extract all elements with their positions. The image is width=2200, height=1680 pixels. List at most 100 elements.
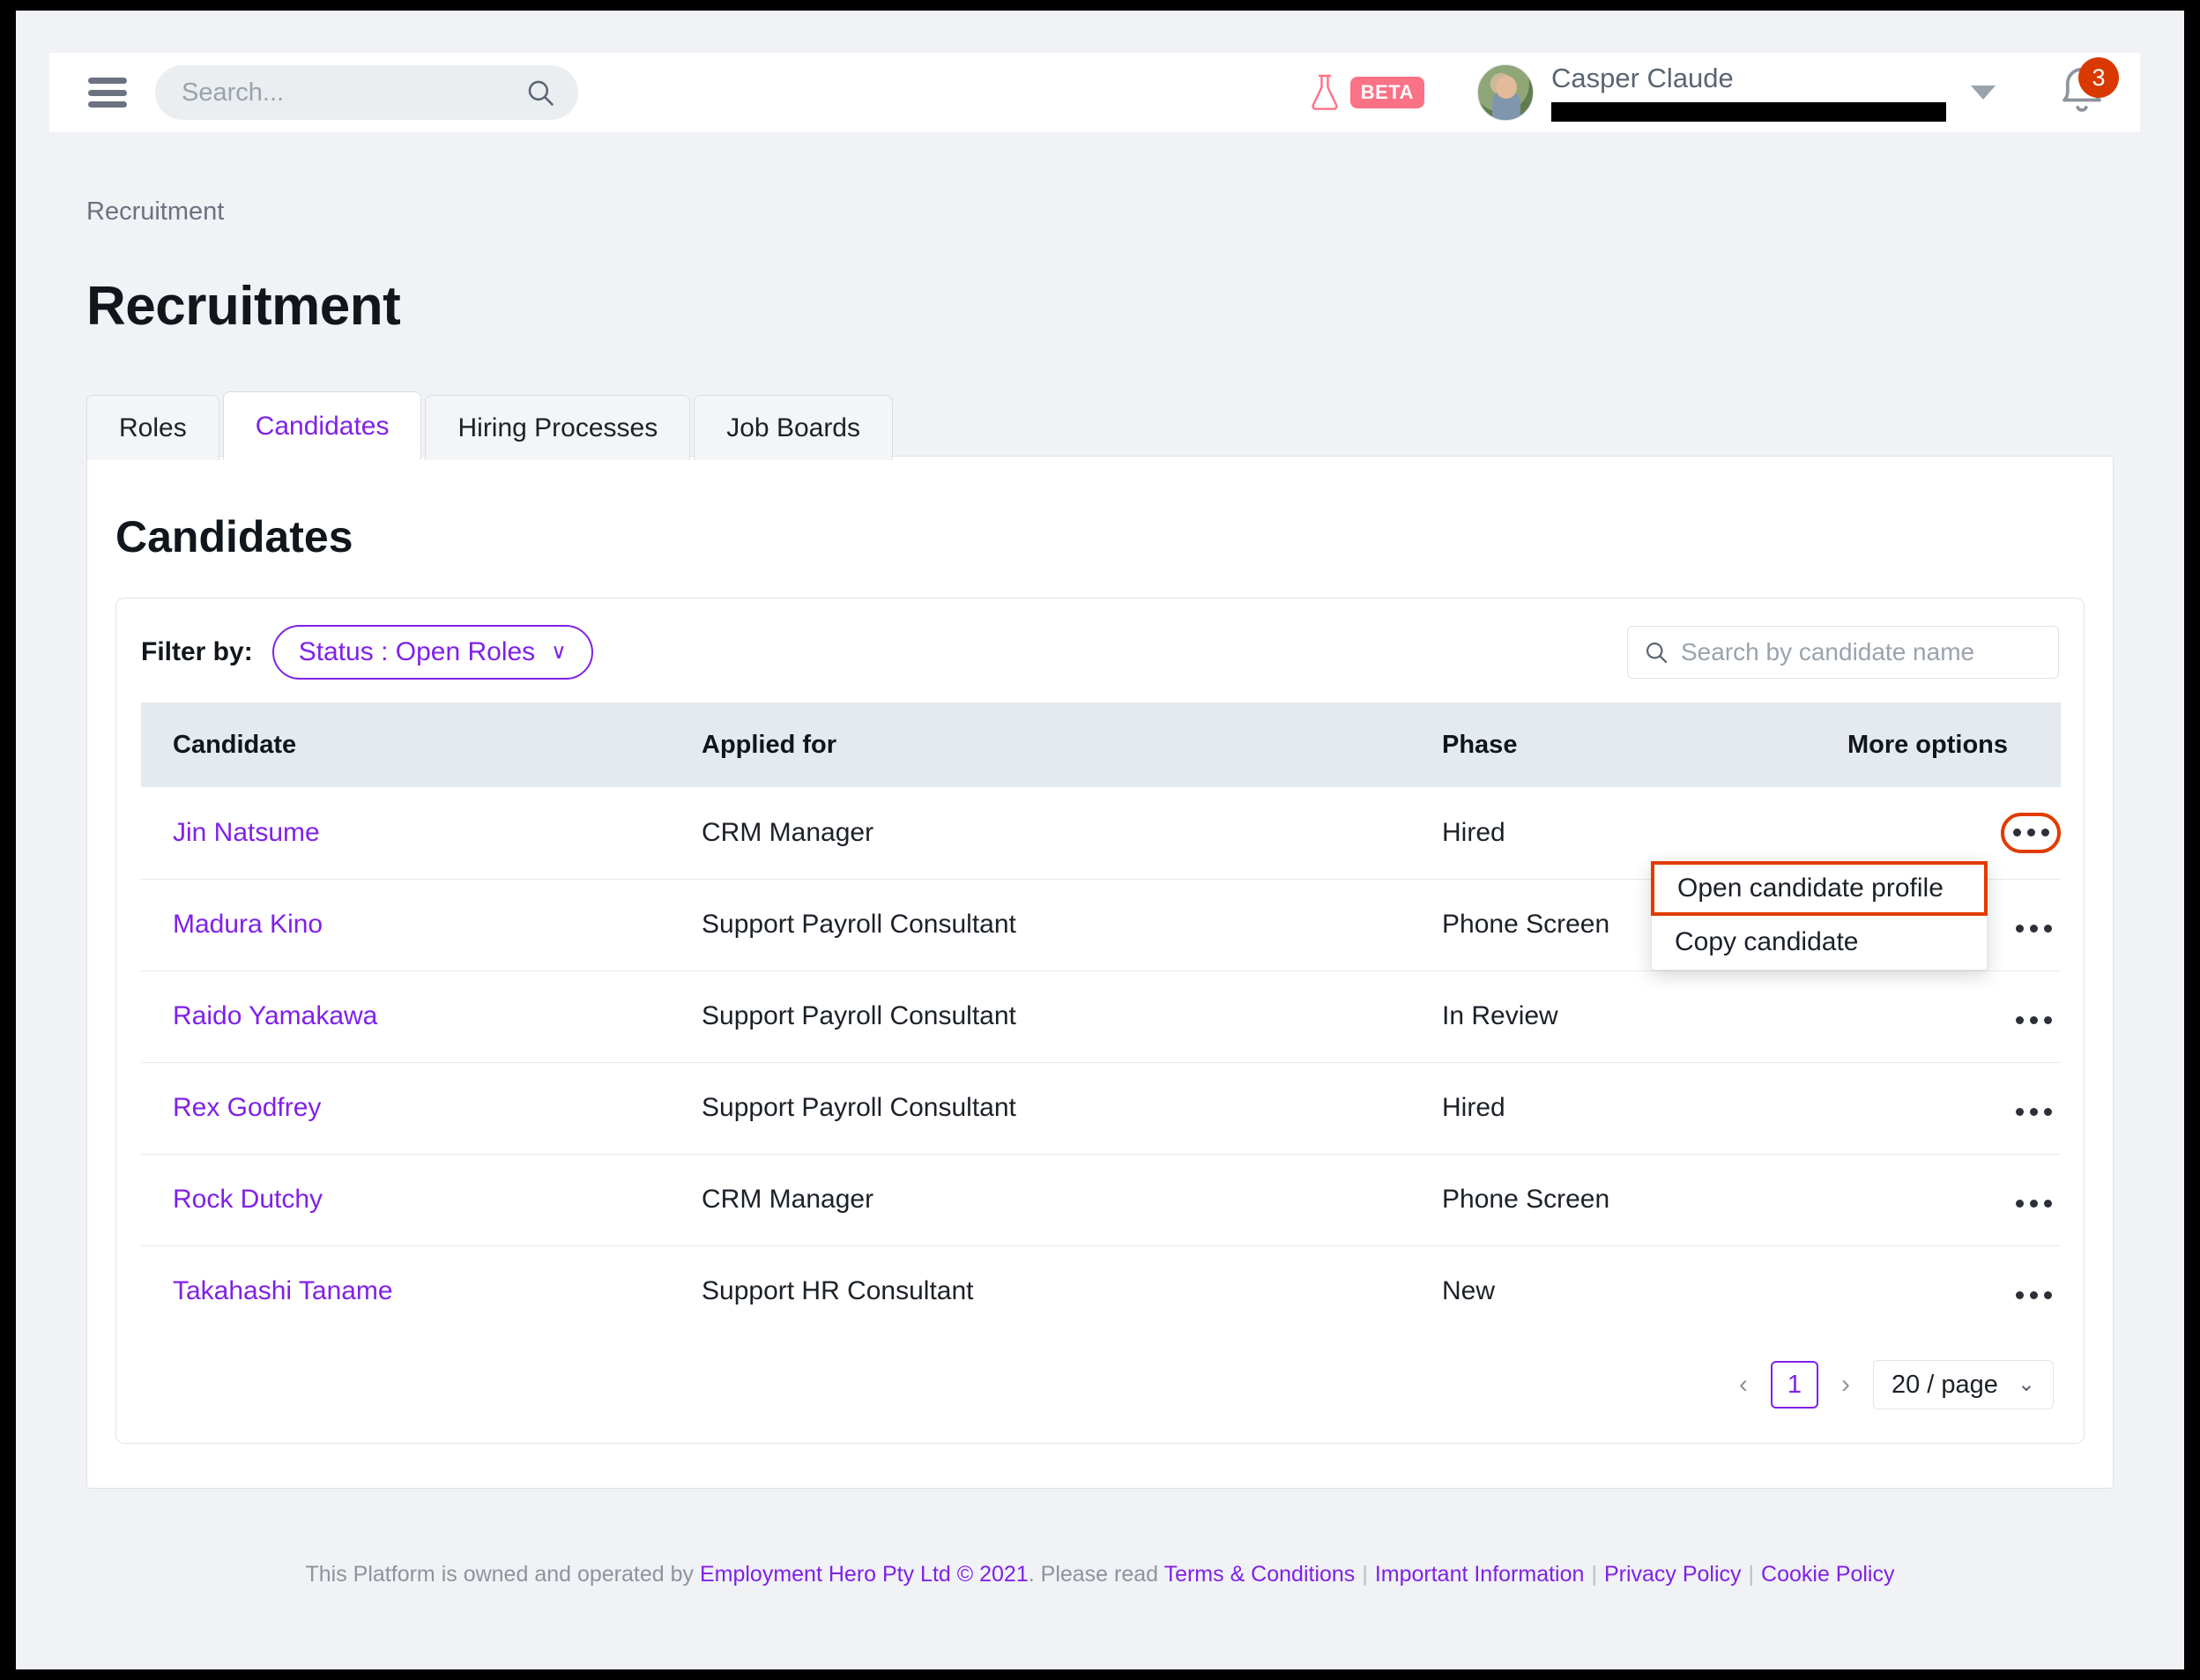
pagination: ‹ 1 › 20 / page ⌄: [1735, 1360, 2054, 1409]
more-options-icon[interactable]: [2007, 1101, 2061, 1123]
footer-separator: |: [1362, 1562, 1368, 1587]
phase-value: New: [1442, 1276, 1496, 1306]
candidate-link[interactable]: Rock Dutchy: [173, 1185, 323, 1214]
app-frame: BETA Casper Claude 3 Recruitment Recruit…: [16, 11, 2184, 1669]
table-row[interactable]: Raido Yamakawa Support Payroll Consultan…: [141, 970, 2061, 1063]
panel-toolbar: Filter by: Status : Open Roles ∨: [141, 625, 2059, 680]
pagination-next[interactable]: ›: [1840, 1370, 1850, 1399]
applied-for-value: Support Payroll Consultant: [670, 970, 1410, 1063]
candidate-search[interactable]: [1627, 626, 2059, 679]
tab-bar: Roles Candidates Hiring Processes Job Bo…: [86, 391, 896, 460]
tab-hiring-processes[interactable]: Hiring Processes: [425, 395, 691, 460]
user-identity: Casper Claude: [1551, 62, 1966, 123]
footer-link-important-information[interactable]: Important Information: [1374, 1562, 1585, 1587]
top-navigation-bar: BETA Casper Claude 3: [49, 53, 2140, 132]
search-icon: [1646, 642, 1668, 664]
table-row[interactable]: Rock Dutchy CRM Manager Phone Screen: [141, 1154, 2061, 1246]
more-options-cell: [1825, 1062, 2061, 1155]
page-size-label: 20 / page: [1891, 1370, 1998, 1399]
menu-item-open-candidate-profile[interactable]: Open candidate profile: [1651, 861, 1988, 916]
hamburger-bar: [88, 101, 127, 108]
search-input[interactable]: [182, 78, 525, 108]
filter-by-label: Filter by:: [141, 637, 253, 666]
chevron-down-icon: ⌄: [2017, 1372, 2035, 1396]
avatar: [1477, 64, 1534, 121]
user-email-redacted: [1551, 102, 1946, 123]
footer-separator: |: [1591, 1562, 1597, 1587]
table-head: Candidate Applied for Phase More options: [141, 702, 2061, 787]
candidate-link[interactable]: Rex Godfrey: [173, 1093, 322, 1122]
pagination-prev[interactable]: ‹: [1738, 1370, 1748, 1399]
table-row[interactable]: Takahashi Taname Support HR Consultant N…: [141, 1245, 2061, 1337]
table-body: Jin Natsume CRM Manager Hired Madura Kin…: [141, 787, 2061, 1337]
user-menu[interactable]: Casper Claude: [1477, 62, 1996, 123]
more-options-cell: [1825, 1245, 2061, 1337]
status-filter-chip[interactable]: Status : Open Roles ∨: [271, 625, 593, 680]
hamburger-bar: [88, 78, 127, 84]
footer-text-before: This Platform is owned and operated by: [305, 1562, 700, 1587]
candidate-search-input[interactable]: [1681, 638, 2042, 666]
table-row[interactable]: Jin Natsume CRM Manager Hired: [141, 787, 2061, 880]
more-options-icon[interactable]: [2007, 918, 2061, 940]
tab-roles[interactable]: Roles: [86, 395, 219, 460]
flask-icon: [1312, 74, 1338, 110]
beta-badge-label: BETA: [1349, 77, 1424, 108]
breadcrumb[interactable]: Recruitment: [86, 197, 225, 226]
applied-for-value: Support Payroll Consultant: [670, 1062, 1410, 1155]
pagination-page-1[interactable]: 1: [1770, 1361, 1818, 1409]
status-filter-label: Status : Open Roles: [298, 637, 536, 666]
candidates-table: Candidate Applied for Phase More options…: [141, 702, 2061, 1337]
applied-for-value: Support Payroll Consultant: [670, 879, 1410, 971]
notifications-button[interactable]: 3: [2050, 57, 2119, 124]
chevron-down-icon: ∨: [551, 640, 567, 664]
more-options-icon[interactable]: [2007, 1284, 2061, 1306]
column-header-candidate: Candidate: [141, 702, 670, 787]
tab-candidates[interactable]: Candidates: [222, 391, 422, 460]
beta-indicator[interactable]: BETA: [1308, 72, 1424, 113]
table-row[interactable]: Rex Godfrey Support Payroll Consultant H…: [141, 1062, 2061, 1155]
page-title: Recruitment: [86, 276, 401, 337]
applied-for-value: CRM Manager: [670, 1154, 1410, 1246]
candidate-link[interactable]: Jin Natsume: [173, 817, 320, 847]
global-search[interactable]: [155, 65, 578, 120]
footer-link-terms[interactable]: Terms & Conditions: [1163, 1562, 1356, 1587]
candidate-link[interactable]: Raido Yamakawa: [173, 1001, 378, 1030]
more-options-icon[interactable]: [2007, 1009, 2061, 1031]
hamburger-bar: [88, 89, 127, 96]
footer-text-middle: . Please read: [1028, 1562, 1164, 1587]
footer: This Platform is owned and operated by E…: [16, 1562, 2184, 1587]
hamburger-menu-icon[interactable]: [88, 78, 127, 108]
row-context-menu: Open candidate profile Copy candidate: [1651, 861, 1988, 970]
chevron-down-icon[interactable]: [1971, 85, 1996, 100]
page-size-select[interactable]: 20 / page ⌄: [1872, 1360, 2054, 1409]
applied-for-value: Support HR Consultant: [702, 1276, 974, 1306]
card-heading: Candidates: [115, 512, 353, 561]
footer-company-link[interactable]: Employment Hero Pty Ltd © 2021: [699, 1562, 1029, 1587]
column-header-more-options: More options: [1825, 702, 2061, 787]
column-header-phase: Phase: [1410, 702, 1825, 787]
candidates-panel: Filter by: Status : Open Roles ∨ Can: [115, 598, 2085, 1444]
menu-item-copy-candidate[interactable]: Copy candidate: [1675, 927, 1859, 956]
candidates-card: Candidates Filter by: Status : Open Role…: [86, 456, 2114, 1489]
search-icon: [528, 80, 554, 106]
more-options-icon[interactable]: [2004, 821, 2058, 844]
more-options-highlight-ring: [2001, 812, 2061, 853]
more-options-icon[interactable]: [2007, 1193, 2061, 1215]
tab-job-boards[interactable]: Job Boards: [694, 395, 893, 460]
footer-link-cookie-policy[interactable]: Cookie Policy: [1761, 1562, 1895, 1587]
applied-for-value: CRM Manager: [670, 787, 1410, 880]
more-options-cell: [1825, 1154, 2061, 1246]
candidate-link[interactable]: Madura Kino: [173, 910, 323, 939]
candidate-link[interactable]: Takahashi Taname: [173, 1276, 393, 1306]
user-name: Casper Claude: [1551, 62, 1734, 93]
phase-value: In Review: [1410, 970, 1825, 1063]
footer-link-privacy-policy[interactable]: Privacy Policy: [1603, 1562, 1742, 1587]
table-header-row: Candidate Applied for Phase More options: [141, 702, 2061, 787]
column-header-applied-for: Applied for: [670, 702, 1410, 787]
topbar-right-cluster: BETA Casper Claude 3: [1308, 53, 2140, 132]
phase-value: Phone Screen: [1410, 1154, 1825, 1246]
more-options-cell: [1825, 970, 2061, 1063]
footer-separator: |: [1748, 1562, 1755, 1587]
notification-count-badge: 3: [2078, 57, 2119, 98]
phase-value: Hired: [1410, 1062, 1825, 1155]
